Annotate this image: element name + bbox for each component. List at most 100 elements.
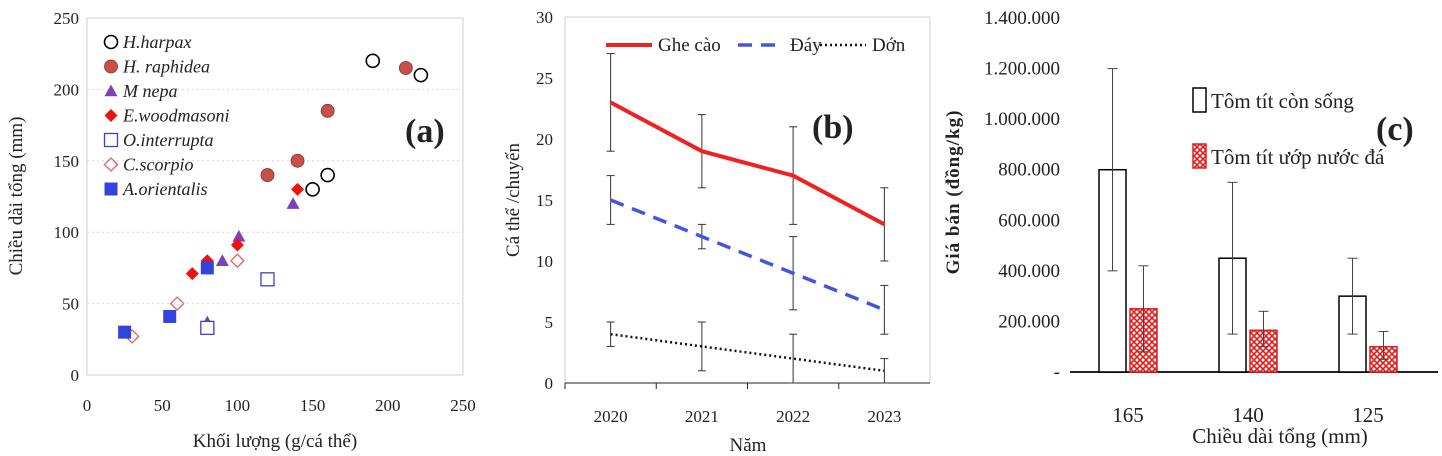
panel-a-point-e-woodmasoni-2 <box>230 238 244 252</box>
panel-a-x-tick-150: 150 <box>300 396 326 415</box>
panel-b-x-tick-2020: 2020 <box>594 407 628 426</box>
panel-b-tick-labels: 0 5 10 15 20 25 30 2020 2021 2022 2023 <box>536 8 901 426</box>
panel-a-legend-label-o-interrupta: O.interrupta <box>123 130 214 150</box>
panel-a-point-h-harpax-1 <box>320 167 335 183</box>
panel-a-legend-marker-h-harpax <box>103 34 119 50</box>
panel-b-line-y <box>609 198 886 312</box>
panel-c-bar-chart: - 200.000 400.000 600.000 800.000 1.000.000 1.… <box>943 8 1438 448</box>
panel-a-x-tick-250: 250 <box>450 396 476 415</box>
panel-b-plot-frame <box>564 16 931 384</box>
panel-a-legend-marker-o-interrupta <box>103 132 119 148</box>
panel-a-point-h-harpax-2 <box>365 53 381 69</box>
panel-b-line-d-n <box>610 332 885 373</box>
panel-a-point-a-orientalis-1 <box>163 309 177 323</box>
panel-c-errorbar-t-m-t-t-p-n-c-125 <box>1378 331 1389 360</box>
panel-b-legend-label-y: Đáy <box>790 35 822 56</box>
panel-c-x-tick-140: 140 <box>1232 403 1264 427</box>
panel-a-point-m-nepa-2 <box>232 229 246 242</box>
panel-c-legend-swatch-0 <box>1192 87 1207 113</box>
panel-a-x-tick-200: 200 <box>375 396 401 415</box>
panel-a-legend-label-m-nepa: M nepa <box>122 81 177 101</box>
panel-b-errorbar-d-n-2022 <box>789 333 798 384</box>
panel-a-point-h-raphidea-0 <box>260 168 275 182</box>
panel-a-legend-label-a-orientalis: A.orientalis <box>122 179 208 199</box>
panel-a-y-tick-250: 250 <box>54 9 80 28</box>
panel-a-point-o-interrupta-0 <box>200 320 215 336</box>
panel-c-x-tick-165: 165 <box>1112 403 1144 427</box>
panel-b-y-tick-20: 20 <box>536 130 553 149</box>
panel-a-x-tick-100: 100 <box>225 396 251 415</box>
panel-b-legend-label-ghe-c-o: Ghe cào <box>658 35 721 56</box>
panel-a-point-a-orientalis-0 <box>118 325 132 339</box>
panel-b-x-axis-label: Năm <box>730 435 767 456</box>
panel-a-legend-marker-c-scorpio <box>103 157 119 172</box>
panel-a-x-tick-50: 50 <box>154 396 171 415</box>
panel-b-y-tick-15: 15 <box>536 191 553 210</box>
panel-c-y-tick-1: 200.000 <box>998 311 1060 332</box>
panel-a-point-h-raphidea-3 <box>398 61 413 75</box>
panel-c-errorbar-t-m-t-t-c-n-s-ng-165 <box>1107 68 1118 272</box>
panel-c-errorbar-t-m-t-t-c-n-s-ng-140 <box>1227 181 1238 335</box>
panel-a-point-m-nepa-3 <box>286 197 300 209</box>
panel-a-legend-marker-m-nepa <box>104 84 118 97</box>
panel-a-legend-label-e-woodmasoni: E.woodmasoni <box>122 106 230 126</box>
panel-c-label: (c) <box>1376 111 1414 148</box>
panel-b-label: (b) <box>812 109 854 146</box>
panel-b-legend: Ghe cào Đáy Dớn <box>606 35 906 56</box>
panel-a-point-o-interrupta-1 <box>260 272 275 287</box>
panel-c-x-tick-125: 125 <box>1352 403 1384 427</box>
panel-c-x-axis-label: Chiều dài tổng (mm) <box>1192 424 1368 448</box>
panel-c-y-axis-label: Giá bán (đồng/kg) <box>943 110 964 275</box>
panel-a-legend-label-c-scorpio: C.scorpio <box>123 155 194 175</box>
panel-a-legend-label-h-harpax: H.harpax <box>122 32 192 52</box>
panel-b-error-bars <box>606 53 889 384</box>
panel-c-legend: Tôm tít còn sống Tôm tít ướp nước đá <box>1192 87 1385 169</box>
panel-b-y-tick-5: 5 <box>545 313 554 332</box>
panel-b-legend-label-d-n: Dớn <box>872 35 906 56</box>
panel-c-legend-label-0: Tôm tít còn sống <box>1211 89 1354 113</box>
panel-a-point-e-woodmasoni-3 <box>291 182 305 196</box>
panel-a-y-tick-150: 150 <box>54 152 80 171</box>
panel-c-errorbar-t-m-t-t-p-n-c-140 <box>1258 310 1269 348</box>
panel-a-point-c-scorpio-1 <box>169 296 185 312</box>
panel-a-y-tick-50: 50 <box>62 295 79 314</box>
panel-b-errorbar-ghe-c-o-2020 <box>606 53 615 152</box>
panel-b-x-tick-2023: 2023 <box>867 407 901 426</box>
panel-a-y-tick-200: 200 <box>54 80 80 99</box>
panel-a-point-a-orientalis-2 <box>200 261 214 275</box>
panel-c-errorbar-t-m-t-t-c-n-s-ng-125 <box>1347 257 1358 335</box>
panel-c-legend-label-1: Tôm tít ướp nước đá <box>1211 145 1385 169</box>
panel-c-y-tick-2: 400.000 <box>998 261 1060 282</box>
panel-a-point-h-harpax-3 <box>413 67 429 83</box>
panel-c-y-tick-4: 800.000 <box>998 160 1060 181</box>
panel-a-plot-frame <box>86 17 464 376</box>
panel-c-y-tick-3: 600.000 <box>998 210 1060 231</box>
panel-a-x-tick-0: 0 <box>83 396 92 415</box>
panel-a-legend-marker-e-woodmasoni <box>104 109 118 122</box>
panel-a-y-axis-label: Chiều dài tổng (mm) <box>6 117 27 276</box>
panel-a-point-c-scorpio-2 <box>229 253 245 269</box>
panel-c-legend-swatch-1 <box>1192 143 1207 169</box>
panel-c-y-tick-7: 1.400.000 <box>984 8 1060 29</box>
panel-a-point-e-woodmasoni-0 <box>185 267 199 281</box>
panel-a-label: (a) <box>405 113 445 150</box>
panel-b-x-tick-2022: 2022 <box>776 407 810 426</box>
panel-a-x-axis-label: Khối lượng (g/cá thể) <box>193 431 357 452</box>
panel-a-point-h-harpax-0 <box>305 182 320 197</box>
panel-b-line-chart: 0 5 10 15 20 25 30 2020 2021 2022 2023 Ghe cào Đáy D… <box>503 8 931 456</box>
panel-c-y-tick-6: 1.200.000 <box>984 59 1060 80</box>
panel-b-y-axis-label: Cá thể /chuyến <box>503 143 524 257</box>
panel-b-y-tick-0: 0 <box>545 374 554 393</box>
panel-b-errorbar-d-n-2021 <box>697 321 706 372</box>
panel-a-legend-label-h-raphidea: H. raphidea <box>122 57 210 77</box>
panel-b-y-tick-10: 10 <box>536 252 553 271</box>
panel-a-y-tick-100: 100 <box>54 223 80 242</box>
panel-c-tick-labels: - 200.000 400.000 600.000 800.000 1.000.000 1.… <box>984 8 1384 427</box>
panel-b-line-ghe-c-o <box>609 100 886 227</box>
panel-a-tick-labels: 0 50 100 150 200 250 0 50 100 150 200 250 <box>54 9 476 415</box>
panel-a-data-points <box>118 53 429 344</box>
panel-a-legend-marker-a-orientalis <box>104 182 118 196</box>
panel-c-y-tick-0: - <box>1054 362 1060 383</box>
